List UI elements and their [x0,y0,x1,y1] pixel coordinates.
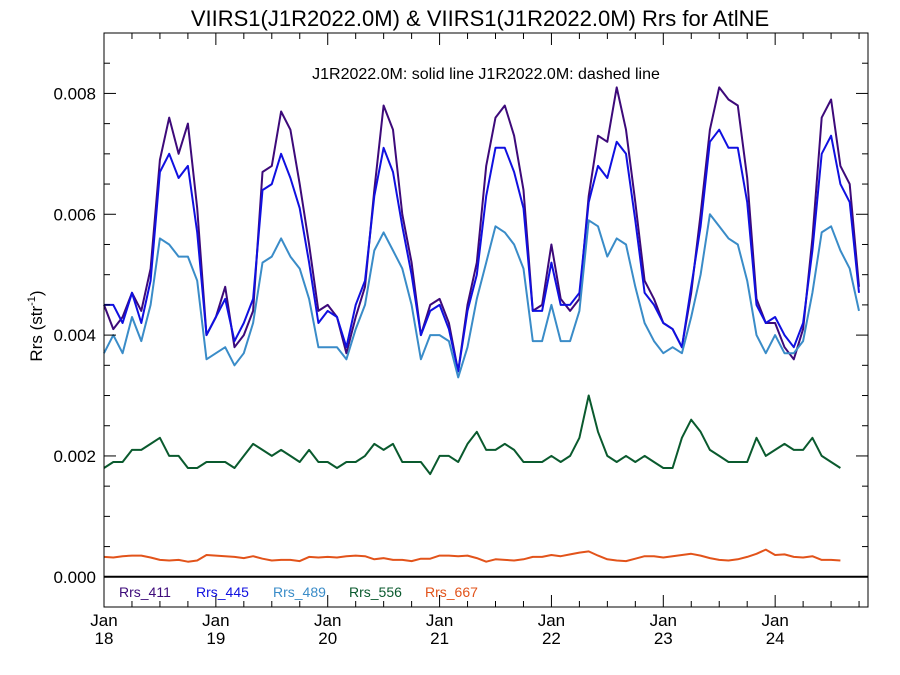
series-line-rrs-489 [103,213,860,379]
x-tick-label-month: Jan [202,611,229,630]
series-line-rrs-667 [103,548,841,563]
x-tick-label-year: 24 [766,629,785,648]
series-lines [103,86,860,563]
chart-subtitle: J1R2022.0M: solid line J1R2022.0M: dashe… [312,66,660,83]
axes: 0.0000.0020.0040.0060.008Jan18Jan19Jan20… [53,32,869,648]
x-tick-label-year: 19 [206,629,225,648]
y-tick-label: 0.002 [53,447,96,466]
y-axis-label-close: ) [27,290,46,296]
x-tick-label-year: 18 [95,629,114,648]
legend-item-rrs-411: Rrs_411 [119,584,171,600]
x-tick-label-month: Jan [90,611,117,630]
y-tick-label: 0.008 [53,84,96,103]
x-tick-label-year: 23 [654,629,673,648]
x-tick-label-month: Jan [761,611,788,630]
legend-item-rrs-445: Rrs_445 [196,584,249,600]
x-tick-label-month: Jan [650,611,677,630]
y-tick-label: 0.006 [53,205,96,224]
x-tick-label-year: 20 [318,629,337,648]
series-line-rrs-556 [103,394,841,476]
series-line-rrs-445 [104,128,860,373]
x-tick-label-month: Jan [538,611,565,630]
y-axis-label: Rrs (str-1) [26,290,46,361]
chart-title: VIIRS1(J1R2022.0M) & VIIRS1(J1R2022.0M) … [191,6,769,31]
legend-item-rrs-667: Rrs_667 [425,584,478,600]
y-tick-label: 0.004 [53,326,96,345]
legend-item-rrs-489: Rrs_489 [273,584,326,600]
legend-item-rrs-556: Rrs_556 [349,584,402,600]
x-tick-label-year: 21 [430,629,449,648]
x-tick-label-month: Jan [314,611,341,630]
y-axis-label-superscript: -1 [26,296,38,306]
y-tick-label: 0.000 [53,568,96,587]
y-axis-label-text: Rrs (str [27,306,46,362]
legend: Rrs_411 Rrs_445 Rrs_489 Rrs_556 Rrs_667 [119,584,478,600]
x-tick-label-year: 22 [542,629,561,648]
plot-frame [103,32,869,608]
x-tick-label-month: Jan [426,611,453,630]
